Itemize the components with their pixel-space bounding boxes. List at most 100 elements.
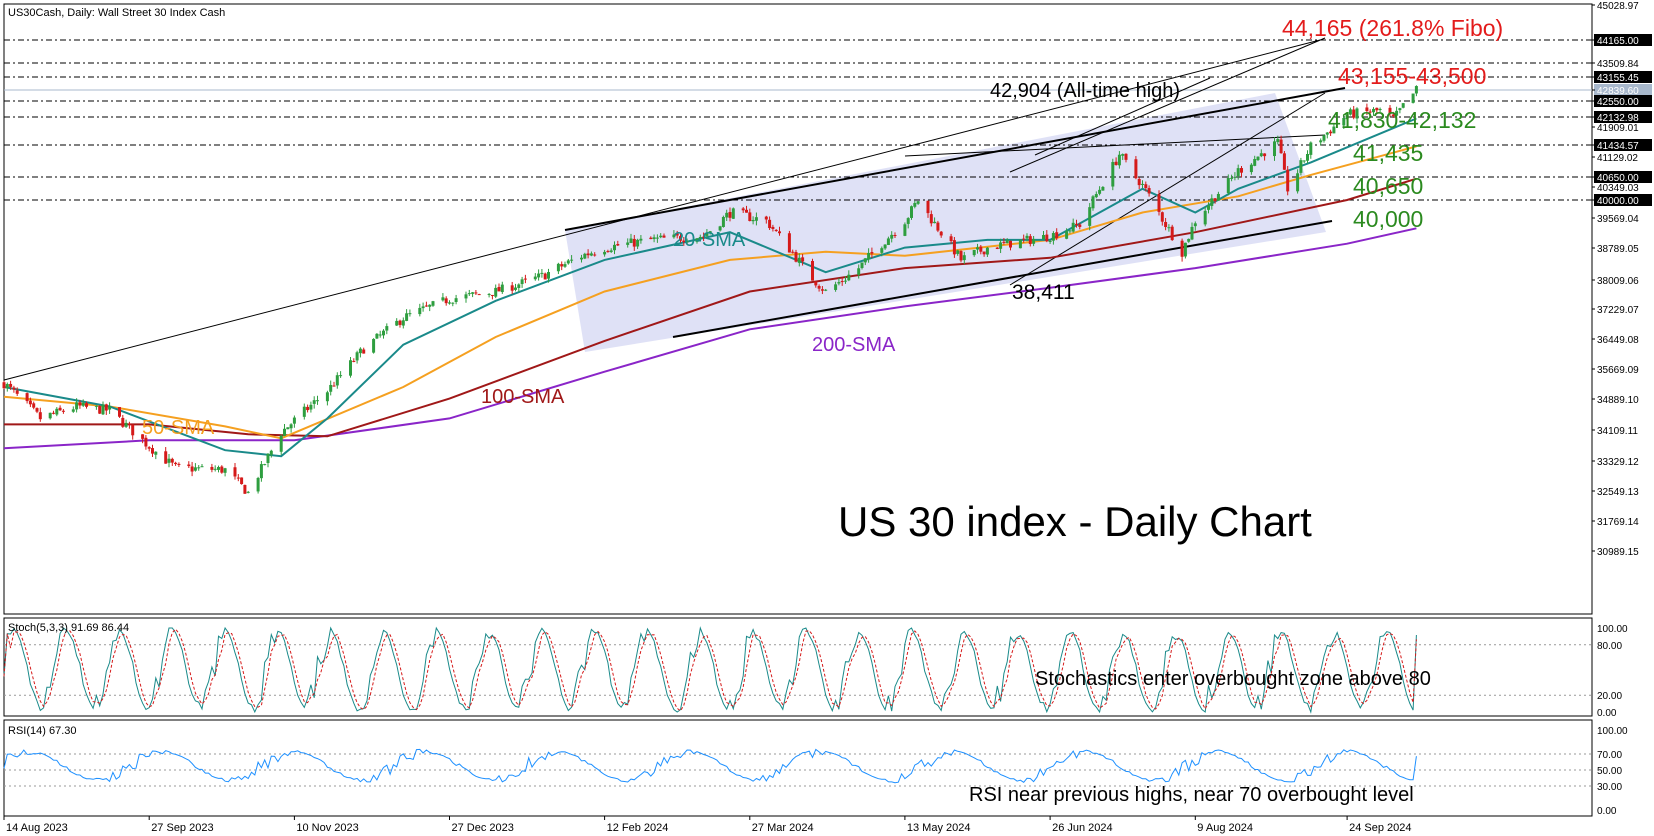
candle-body (85, 403, 88, 407)
candle-body (94, 405, 98, 407)
price-axis-highlight (1594, 111, 1652, 123)
candle-body (1170, 226, 1174, 241)
candle-body (1286, 169, 1290, 192)
rsi-axis-label: 100.00 (1597, 726, 1628, 737)
candle-body (1022, 238, 1026, 240)
candle-body (523, 278, 527, 280)
price-axis-label: 42550.00 (1597, 97, 1639, 108)
candle-body (108, 406, 112, 410)
candle-body (1045, 234, 1049, 242)
price-axis-label: 41129.02 (1597, 153, 1638, 164)
candle-body (721, 216, 725, 227)
candle-body (1236, 168, 1240, 177)
candle-body (1101, 186, 1105, 191)
sma50-line (3, 145, 1417, 440)
candle-body (906, 218, 910, 224)
candle-body (1355, 108, 1359, 119)
candle-body (748, 212, 752, 222)
price-axis-highlight (1594, 34, 1652, 46)
candle-body (962, 255, 966, 261)
candle-body (362, 349, 366, 354)
candle-body (566, 260, 570, 264)
sma200-label: 200-SMA (812, 334, 896, 356)
candle-body (675, 233, 679, 236)
price-panel[interactable]: 45028.97 44165.00 43509.84 43155.45 42839.60… (2, 1, 1653, 615)
candle-body (1365, 107, 1369, 111)
candle-body (778, 231, 781, 234)
candle-body (1144, 184, 1148, 189)
candle-body (332, 385, 336, 387)
candle-body (177, 463, 181, 465)
candle-body (1309, 142, 1313, 155)
candle-body (1167, 227, 1171, 229)
candle-body (1319, 140, 1323, 143)
candle-body (1306, 154, 1309, 161)
price-axis-highlight (1594, 139, 1652, 151)
channel-lower-line (672, 220, 1333, 338)
candle-body (982, 251, 986, 255)
candle-body (811, 260, 814, 281)
candle-body (38, 412, 42, 420)
candle-body (131, 424, 135, 436)
price-axis-label: 30989.15 (1597, 547, 1639, 558)
candle-body (520, 279, 524, 285)
candle-body (1065, 231, 1069, 239)
candle-body (1094, 194, 1098, 198)
candle-body (121, 417, 125, 427)
candle-body (1207, 205, 1210, 210)
candle-body (329, 384, 333, 392)
candle-body (560, 264, 564, 267)
candle-body (1117, 154, 1121, 166)
candle-body (154, 451, 158, 455)
candle-body (695, 238, 699, 242)
candle-body (32, 403, 36, 408)
candle-body (533, 276, 537, 280)
candle-body (306, 406, 310, 411)
candle-body (570, 259, 574, 261)
fibo-projection-line (1009, 37, 1326, 173)
price-axis-label: 34109.11 (1597, 426, 1638, 437)
candle-body (405, 313, 409, 321)
candle-body (1299, 160, 1303, 173)
price-axis-label: 42132.98 (1597, 113, 1639, 124)
candle-body (9, 383, 13, 387)
candle-body (52, 412, 55, 414)
candle-body (593, 254, 597, 256)
price-axis-label: 36449.08 (1597, 335, 1639, 346)
candle-body (913, 203, 917, 207)
candle-body (217, 467, 220, 470)
candle-body (151, 448, 154, 454)
candle-body (682, 240, 686, 243)
candle-body (817, 286, 821, 289)
candle-body (702, 236, 706, 238)
date-axis-label: 27 Sep 2023 (151, 822, 213, 834)
stochastic-panel[interactable]: 100.00 80.00 20.00 0.00 Stoch(5,3,3) 91.69 … (3, 617, 1628, 719)
candle-body (309, 404, 313, 410)
candle-body (444, 298, 448, 304)
candle-body (939, 231, 943, 236)
resistance-zone-label: 43,155-43,500 (1338, 63, 1486, 89)
candle-body (976, 247, 979, 250)
candle-body (1401, 103, 1405, 108)
date-axis-label: 9 Aug 2024 (1197, 822, 1253, 834)
candle-body (662, 235, 666, 238)
candle-body (1068, 230, 1072, 232)
date-axis-label: 13 May 2024 (907, 822, 971, 834)
candle-body (589, 253, 593, 256)
price-axis-label: 43155.45 (1597, 73, 1639, 84)
candle-body (517, 284, 521, 288)
candle-body (48, 412, 52, 419)
candle-body (1342, 118, 1346, 126)
candle-body (659, 235, 663, 238)
candle-body (718, 226, 722, 231)
candle-body (1329, 131, 1333, 134)
candle-body (210, 466, 214, 470)
candle-body (626, 242, 630, 245)
chart-title: US 30 index - Daily Chart (838, 498, 1312, 545)
candle-body (979, 246, 983, 252)
candle-body (787, 233, 791, 253)
candle-body (679, 236, 682, 241)
price-axis-label: 39569.04 (1597, 214, 1639, 225)
